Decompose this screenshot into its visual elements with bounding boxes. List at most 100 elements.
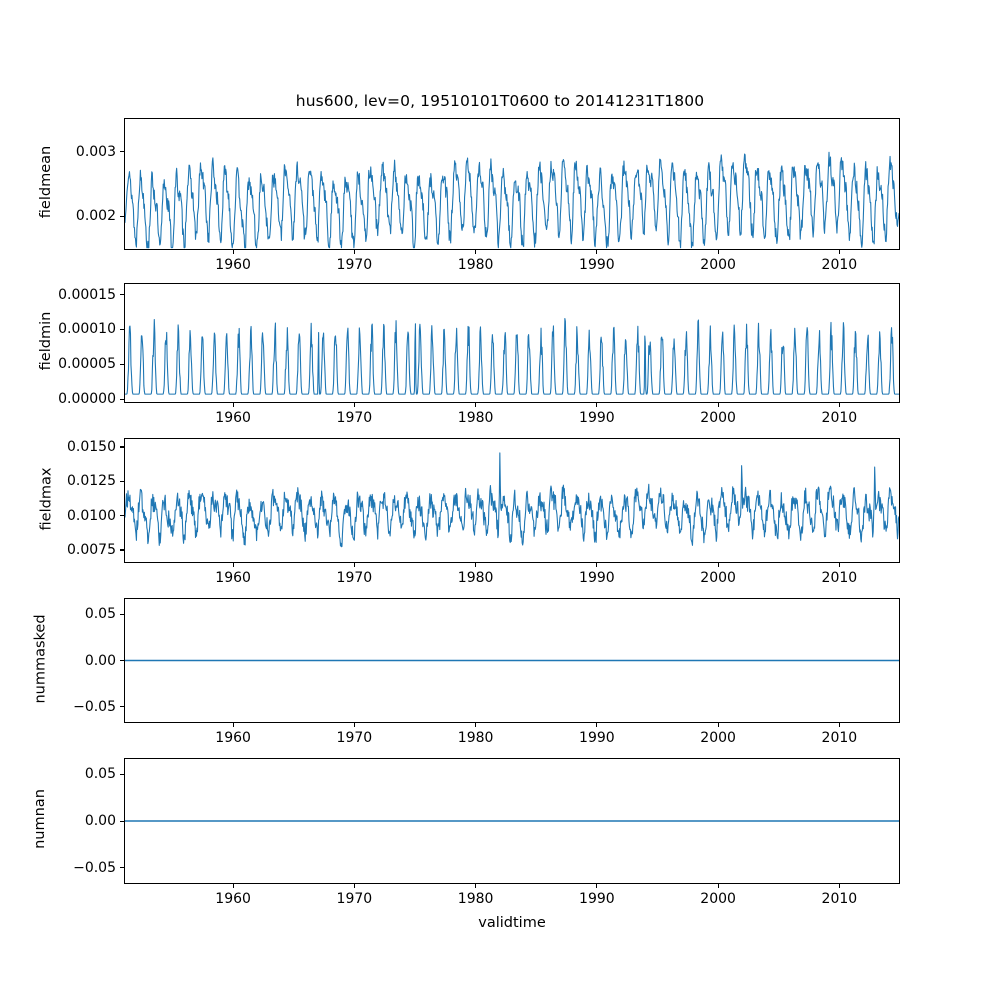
x-tick-label-numnan-2: 1980 <box>457 891 494 907</box>
y-tick-label-fieldmin-2: 0.00010 <box>58 321 116 338</box>
x-tick-mark-fieldmax-4 <box>717 563 719 567</box>
y-axis-label-numnan: numnan <box>32 789 48 849</box>
x-tick-mark-numnan-0 <box>232 884 234 888</box>
x-tick-mark-nummasked-0 <box>232 723 234 727</box>
y-tick-mark-nummasked-2 <box>120 613 124 615</box>
x-tick-mark-fieldmean-5 <box>838 250 840 254</box>
x-tick-mark-fieldmin-0 <box>232 403 234 407</box>
x-tick-mark-fieldmean-4 <box>717 250 719 254</box>
series-line-fieldmean <box>125 151 899 249</box>
x-tick-label-fieldmax-1: 1970 <box>336 570 373 586</box>
y-tick-mark-fieldmin-3 <box>120 294 124 296</box>
x-tick-label-nummasked-0: 1960 <box>215 730 251 746</box>
x-tick-label-nummasked-4: 2000 <box>700 730 736 746</box>
x-tick-label-numnan-1: 1970 <box>336 891 373 907</box>
x-tick-mark-numnan-1 <box>353 884 355 888</box>
x-tick-label-numnan-0: 1960 <box>215 891 251 907</box>
series-line-fieldmin <box>125 318 899 395</box>
y-tick-mark-numnan-1 <box>120 820 124 822</box>
x-tick-mark-nummasked-1 <box>353 723 355 727</box>
y-tick-label-fieldmax-3: 0.0150 <box>67 438 116 455</box>
x-tick-label-fieldmean-1: 1970 <box>336 257 373 273</box>
x-tick-mark-numnan-5 <box>838 884 840 888</box>
x-tick-label-fieldmean-3: 1990 <box>579 257 615 273</box>
y-tick-label-fieldmax-2: 0.0125 <box>67 473 116 490</box>
x-tick-mark-fieldmean-2 <box>475 250 477 254</box>
x-tick-mark-numnan-2 <box>475 884 477 888</box>
x-tick-label-fieldmax-0: 1960 <box>215 570 251 586</box>
x-tick-label-numnan-4: 2000 <box>700 891 736 907</box>
x-tick-mark-fieldmean-1 <box>353 250 355 254</box>
subplot-nummasked <box>124 598 900 723</box>
y-tick-mark-fieldmax-0 <box>120 549 124 551</box>
y-axis-label-fieldmin: fieldmin <box>38 311 54 371</box>
y-tick-label-fieldmean-0: 0.002 <box>75 208 116 225</box>
x-tick-label-fieldmean-0: 1960 <box>215 257 251 273</box>
y-tick-mark-fieldmean-0 <box>120 215 124 217</box>
x-tick-label-fieldmin-5: 2010 <box>821 410 858 426</box>
x-tick-label-nummasked-2: 1980 <box>457 730 494 746</box>
y-tick-label-fieldmax-0: 0.0075 <box>67 541 116 558</box>
x-tick-mark-nummasked-4 <box>717 723 719 727</box>
x-tick-mark-fieldmax-2 <box>475 563 477 567</box>
x-tick-label-fieldmax-2: 1980 <box>457 570 494 586</box>
x-tick-label-fieldmean-4: 2000 <box>700 257 736 273</box>
subplot-numnan <box>124 758 900 884</box>
x-tick-label-fieldmin-3: 1990 <box>579 410 615 426</box>
y-tick-mark-fieldmin-2 <box>120 328 124 330</box>
x-tick-label-fieldmin-4: 2000 <box>700 410 736 426</box>
y-tick-mark-fieldmean-1 <box>120 151 124 153</box>
x-tick-label-fieldmax-5: 2010 <box>821 570 858 586</box>
x-tick-mark-numnan-4 <box>717 884 719 888</box>
y-tick-label-fieldmean-1: 0.003 <box>75 143 116 160</box>
y-tick-label-numnan-0: −0.05 <box>73 859 116 876</box>
y-tick-label-fieldmin-0: 0.00000 <box>58 391 116 408</box>
y-axis-label-fieldmax: fieldmax <box>38 467 54 530</box>
figure-title: hus600, lev=0, 19510101T0600 to 20141231… <box>295 92 705 110</box>
y-tick-mark-numnan-0 <box>120 867 124 869</box>
y-tick-label-numnan-2: 0.05 <box>84 766 116 783</box>
x-tick-label-nummasked-3: 1990 <box>579 730 615 746</box>
series-line-fieldmax <box>125 452 899 548</box>
x-tick-mark-nummasked-2 <box>475 723 477 727</box>
x-tick-label-numnan-5: 2010 <box>821 891 858 907</box>
x-tick-label-nummasked-5: 2010 <box>821 730 858 746</box>
x-tick-mark-fieldmin-2 <box>475 403 477 407</box>
x-tick-label-fieldmin-2: 1980 <box>457 410 494 426</box>
x-tick-mark-fieldmax-1 <box>353 563 355 567</box>
x-tick-mark-nummasked-3 <box>596 723 598 727</box>
x-tick-mark-nummasked-5 <box>838 723 840 727</box>
x-tick-mark-fieldmean-3 <box>596 250 598 254</box>
x-tick-label-fieldmax-3: 1990 <box>579 570 615 586</box>
y-tick-mark-nummasked-1 <box>120 660 124 662</box>
x-tick-label-fieldmin-0: 1960 <box>215 410 251 426</box>
x-tick-mark-fieldmax-0 <box>232 563 234 567</box>
x-tick-label-numnan-3: 1990 <box>579 891 615 907</box>
x-tick-mark-fieldmin-5 <box>838 403 840 407</box>
x-tick-mark-fieldmax-3 <box>596 563 598 567</box>
y-tick-label-fieldmin-1: 0.00005 <box>58 356 116 373</box>
y-tick-label-nummasked-2: 0.05 <box>84 606 116 623</box>
y-axis-label-nummasked: nummasked <box>32 613 48 704</box>
y-tick-label-nummasked-1: 0.00 <box>84 652 116 669</box>
y-tick-label-nummasked-0: −0.05 <box>73 698 116 715</box>
x-tick-mark-numnan-3 <box>596 884 598 888</box>
x-tick-label-fieldmin-1: 1970 <box>336 410 373 426</box>
subplot-fieldmax <box>124 438 900 563</box>
x-tick-mark-fieldmin-3 <box>596 403 598 407</box>
subplot-fieldmin <box>124 283 900 403</box>
y-tick-mark-fieldmin-1 <box>120 363 124 365</box>
y-tick-label-fieldmin-3: 0.00015 <box>58 286 116 303</box>
y-tick-mark-fieldmax-3 <box>120 446 124 448</box>
x-tick-mark-fieldmin-1 <box>353 403 355 407</box>
x-axis-label: validtime <box>478 915 546 931</box>
x-tick-label-fieldmean-2: 1980 <box>457 257 494 273</box>
x-tick-mark-fieldmean-0 <box>232 250 234 254</box>
y-tick-label-numnan-1: 0.00 <box>84 813 116 829</box>
y-axis-label-fieldmean: fieldmean <box>38 145 54 219</box>
x-tick-label-fieldmax-4: 2000 <box>700 570 736 586</box>
x-tick-label-nummasked-1: 1970 <box>336 730 373 746</box>
y-tick-mark-fieldmax-1 <box>120 515 124 517</box>
y-tick-mark-numnan-2 <box>120 773 124 775</box>
